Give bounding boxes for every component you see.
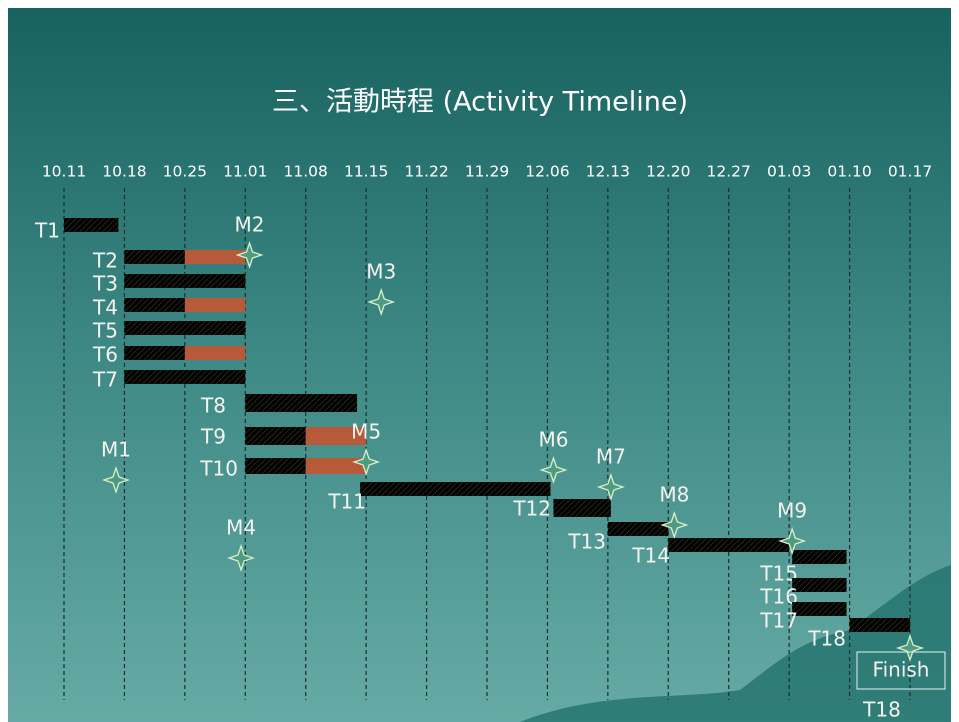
task-bar [124,274,245,288]
task-label: T12 [512,497,551,521]
task-label: T5 [92,319,118,343]
task-bar [124,346,184,360]
date-label: 11.08 [284,163,328,181]
date-label: 12.06 [525,163,569,181]
task-bar [124,250,184,264]
task-label: T3 [92,272,118,296]
milestone-label: M2 [235,213,265,237]
date-label: 01.17 [888,163,932,181]
task-label: T2 [92,249,118,273]
task-label: T13 [567,530,606,554]
task-bar [792,578,846,592]
task-bar [124,370,245,384]
task-bar [124,321,245,335]
task-bar [185,298,245,312]
task-bar [553,499,610,517]
task-bar [608,522,668,536]
page: {"title": "三、活動時程 (Activity Timeline)", … [0,0,959,722]
milestone-label: M9 [777,499,807,523]
task-label: T18 [807,627,846,651]
date-label: 11.15 [344,163,388,181]
date-label: 11.01 [223,163,267,181]
task-bar [792,550,846,564]
date-label: 01.10 [827,163,871,181]
task-bar [185,250,245,264]
task-label: T6 [92,343,118,367]
slide-title: 三、活動時程 (Activity Timeline) [272,87,688,118]
slide: 三、活動時程 (Activity Timeline) 10.11 10.18 10.… [0,0,959,722]
task-label: T7 [92,368,118,392]
date-label: 01.03 [767,163,811,181]
task-label: T8 [200,394,226,418]
task-bar [245,427,305,445]
date-label: 10.25 [163,163,207,181]
date-label: 12.27 [707,163,751,181]
task-bar [850,618,910,632]
milestone-label: M6 [538,428,568,452]
task-bar [245,394,357,412]
milestone-label: M4 [226,516,256,540]
milestone-label: M8 [659,483,689,507]
date-label: 10.18 [102,163,146,181]
task-bar [245,458,305,474]
finish-label: Finish [873,658,930,682]
task-bar [792,602,846,616]
date-label: 10.11 [42,163,86,181]
date-label: 12.20 [646,163,690,181]
task-label: T4 [92,296,118,320]
milestone-label: M5 [351,420,381,444]
date-label: 11.29 [465,163,509,181]
milestone-label: M7 [596,445,626,469]
task-label: T14 [631,544,670,568]
task-bar [668,538,789,552]
finish-task: T18 [862,698,901,722]
task-bar [124,298,184,312]
task-label: T17 [759,609,798,633]
task-label: T9 [200,425,226,449]
date-label: 11.22 [404,163,448,181]
task-bar [185,346,245,360]
task-label: T11 [327,490,366,514]
task-bar [360,482,550,496]
task-label: T1 [34,219,60,243]
date-label: 12.13 [586,163,630,181]
milestone-label: M1 [101,438,131,462]
task-bar [64,218,118,232]
task-label: T10 [199,457,238,481]
milestone-label: M3 [366,260,396,284]
